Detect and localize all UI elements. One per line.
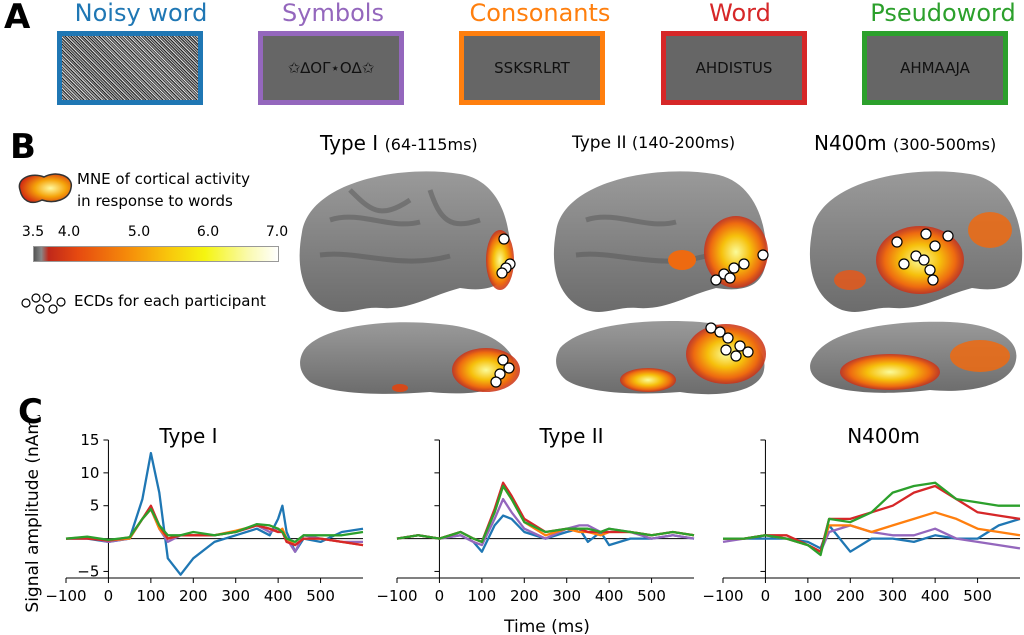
x-tick-label: 0 [435,587,445,605]
colorbar-tick: 7.0 [265,224,289,240]
stimulus-text-pseudoword: AHMAAJA [900,59,970,77]
ecd-legend-label: ECDs for each participant [74,292,266,310]
x-tick-label: 400 [264,587,293,605]
x-axis-label: Time (ms) [503,617,590,635]
series-line-noisy-word [723,517,1021,553]
series-line-symbols [65,507,363,553]
x-tick-label: 500 [637,587,666,605]
mne-legend-line1: MNE of cortical activity [77,170,250,188]
ecd-dots-type-2-ventral [705,322,754,362]
ecd-dots-type-2 [710,249,769,286]
x-tick-label: 100 [137,587,166,605]
mne-blob-icon [18,173,72,204]
brain-type-1-ventral [300,322,520,394]
stimulus-title-noisy-word: Noisy word [74,0,208,27]
y-tick-label: 5 [90,497,100,515]
colorbar-tick: 4.0 [57,224,81,240]
x-tick-label: 0 [761,587,771,605]
x-tick-label: 100 [468,587,497,605]
x-tick-label: −100 [376,587,417,605]
chart-title: Type I [158,424,217,448]
stimulus-title-word: Word [709,0,771,27]
chart-title: Type II [538,424,603,448]
series-line-consonants [396,484,695,544]
stimulus-title-pseudoword: Pseudoword [870,0,1016,27]
waveform-charts: −100 0 100 200 300 400 500 15 10 5 −5 Type I −100 0 10… [23,415,1021,635]
y-axis-label: Signal amplitude (nAm) [23,415,43,613]
chart-title: N400m [847,424,920,448]
x-tick-label: 500 [306,587,335,605]
brain-title-name: Type I [320,131,379,155]
x-tick-label: 300 [221,587,250,605]
series-line-consonants [723,511,1021,553]
x-tick-label: 300 [878,587,907,605]
x-tick-label: 200 [836,587,865,605]
brain-title-name: N400m [814,131,887,155]
colorbar-tick: 6.0 [196,224,220,240]
brain-n400m-lateral [809,171,1023,312]
brain-n400m-ventral [810,321,1017,393]
brain-type-1-lateral [299,171,514,312]
stimulus-text-symbols: ✩∆ΟΓ⋆Ο∆✩ [287,59,375,77]
brain-title-type-2: Type II (140-200ms) [572,133,735,153]
stimulus-text-word: AHDISTUS [695,59,773,77]
stimulus-text-consonants: SSKSRLRT [494,59,570,77]
brain-type-2-lateral [553,171,768,312]
stimulus-title-symbols: Symbols [282,0,384,27]
panel-letter-b: B [10,127,36,167]
x-tick-label: 100 [794,587,823,605]
x-tick-label: 300 [552,587,581,605]
x-tick-label: 400 [921,587,950,605]
panel-letter-a: A [4,0,31,37]
x-tick-label: −100 [45,587,86,605]
stimulus-box-noisy-word [57,31,203,105]
x-tick-label: 500 [963,587,992,605]
panel-letter-c: C [18,392,43,432]
brain-title-type-1: Type I (64-115ms) [320,131,478,155]
ecd-circles-icon [21,293,66,314]
colorbar-tick: 3.5 [21,224,45,240]
ecd-dots-n400m [891,228,954,286]
x-tick-label: 200 [510,587,539,605]
colorbar-tick: 5.0 [127,224,151,240]
x-tick-label: 400 [595,587,624,605]
brain-title-window: (300-500ms) [892,135,997,154]
y-tick-label: 10 [80,464,99,482]
mne-legend-line2: in response to words [77,192,233,210]
stimulus-box-symbols: ✩∆ΟΓ⋆Ο∆✩ [258,31,404,105]
brain-title-n400m: N400m (300-500ms) [814,131,996,155]
brain-illustrations [299,171,1023,395]
x-tick-label: 0 [104,587,114,605]
series-line-noisy-word [396,514,695,553]
stimulus-title-consonants: Consonants [469,0,611,27]
stimulus-box-consonants: SSKSRLRT [459,31,605,105]
ecd-dots-type-1 [496,233,516,279]
series-line-pseudoword [396,484,695,544]
stimulus-box-word: AHDISTUS [661,31,807,105]
ecd-dots-type-1-ventral [490,354,515,388]
brain-title-name: Type II [572,133,627,153]
brain-title-window: (64-115ms) [384,135,478,154]
series-line-noisy-word [66,451,364,576]
y-tick-label: 15 [80,431,99,449]
series-line-pseudoword [723,481,1020,557]
x-tick-label: 200 [179,587,208,605]
y-tick-label: −5 [77,562,99,580]
stimulus-box-pseudoword: AHMAAJA [862,31,1008,105]
series-line-word [723,484,1021,553]
brain-title-window: (140-200ms) [631,133,736,152]
x-tick-label: −100 [702,587,743,605]
series-line-pseudoword [65,507,364,544]
colorbar [33,246,279,262]
